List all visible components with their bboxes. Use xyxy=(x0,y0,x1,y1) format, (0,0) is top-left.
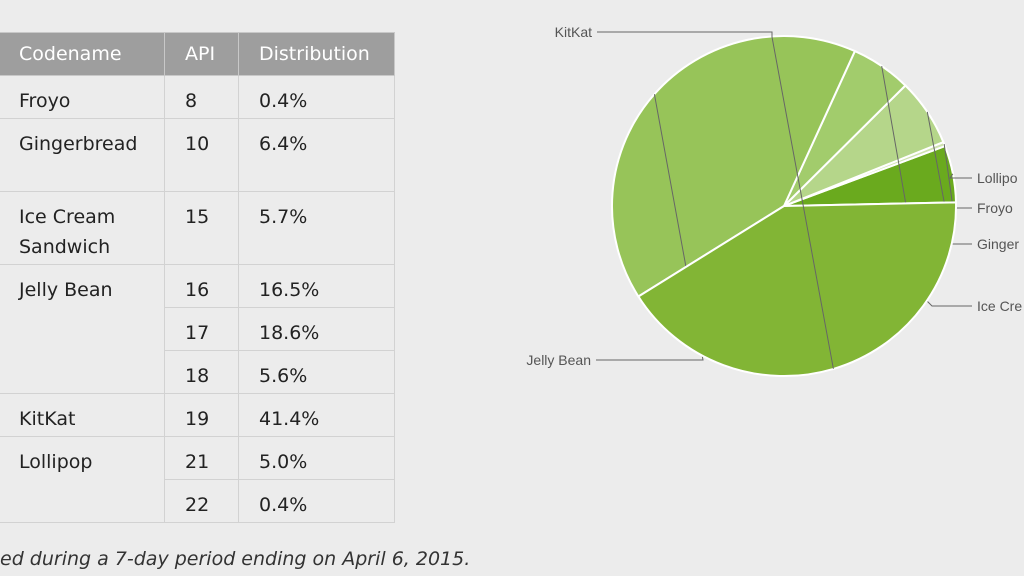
distribution-cell: 0.4% xyxy=(238,479,395,523)
distribution-cell: 6.4% xyxy=(238,118,395,192)
codename-cell: Ice Cream Sandwich xyxy=(0,191,165,265)
api-cell: 22 xyxy=(164,479,239,523)
distribution-cell: 16.5% xyxy=(238,264,395,308)
table-row: Gingerbread 10 6.4% xyxy=(0,118,395,192)
api-cell: 16 xyxy=(164,264,239,308)
api-cell: 8 xyxy=(164,75,239,119)
header-api: API xyxy=(164,32,239,76)
table-row: 17 18.6% xyxy=(0,307,395,351)
slice-label: Ice Cre xyxy=(977,298,1022,314)
distribution-cell: 0.4% xyxy=(238,75,395,119)
distribution-table: Codename API Distribution Froyo 8 0.4% G… xyxy=(0,32,395,523)
codename-cell: Gingerbread xyxy=(0,118,165,192)
distribution-cell: 5.7% xyxy=(238,191,395,265)
table-row: Jelly Bean 16 16.5% xyxy=(0,264,395,394)
slice-label: Froyo xyxy=(977,200,1013,216)
table-row: Lollipop 21 5.0% xyxy=(0,436,395,523)
table-row: Ice Cream Sandwich 15 5.7% xyxy=(0,191,395,265)
api-cell: 10 xyxy=(164,118,239,192)
api-cell: 21 xyxy=(164,436,239,480)
api-cell: 18 xyxy=(164,350,239,394)
api-cell: 15 xyxy=(164,191,239,265)
leader-line xyxy=(949,173,972,179)
slice-label: KitKat xyxy=(555,24,592,40)
header-codename: Codename xyxy=(0,32,165,76)
table-row: 18 5.6% xyxy=(0,350,395,394)
codename-cell: Jelly Bean xyxy=(0,264,165,394)
codename-cell: Lollipop xyxy=(0,436,165,523)
slice-label: Jelly Bean xyxy=(526,352,591,368)
leader-line xyxy=(596,94,704,361)
leader-line xyxy=(597,31,834,369)
slice-label: Ginger xyxy=(977,236,1019,252)
slice-label: Lollipo xyxy=(977,170,1018,186)
table-row: 22 0.4% xyxy=(0,479,395,523)
footnote-caption: ed during a 7-day period ending on April… xyxy=(0,548,471,570)
distribution-cell: 5.0% xyxy=(238,436,395,480)
pie-slice-kitkat xyxy=(637,201,958,378)
distribution-cell: 5.6% xyxy=(238,350,395,394)
